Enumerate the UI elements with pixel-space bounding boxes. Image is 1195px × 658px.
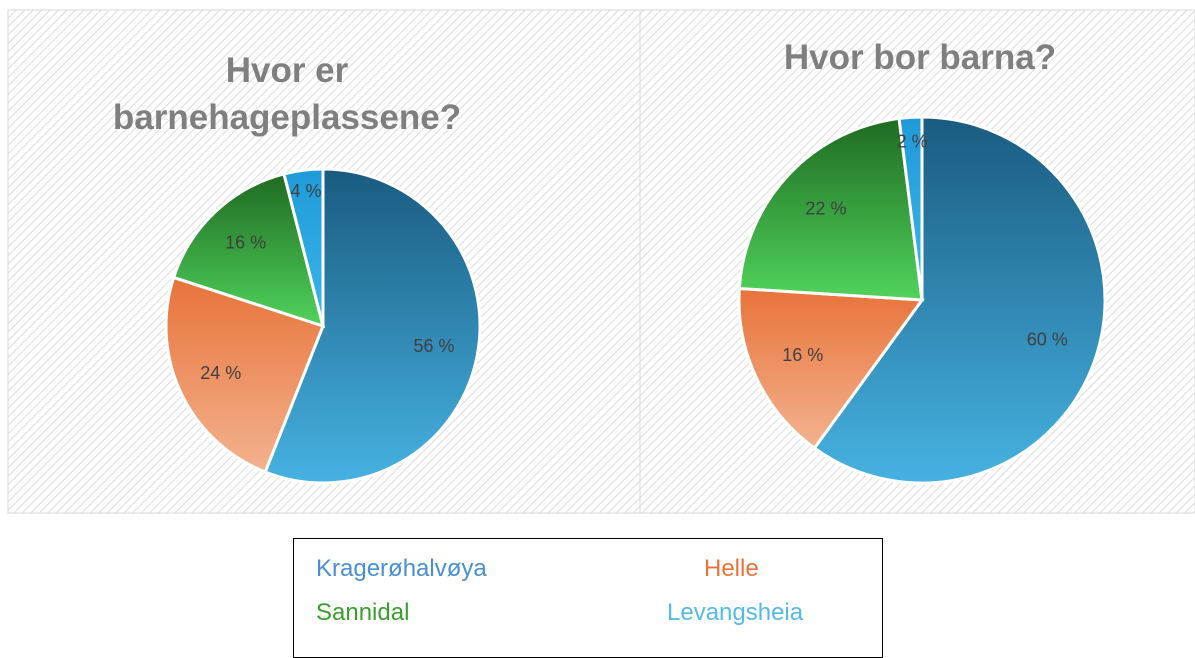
legend: Kragerøhalvøya Helle Sannidal Levangshei… [293, 538, 883, 658]
pie-slice [171, 172, 326, 329]
chart-title: Hvor er barnehageplassene? [112, 51, 462, 137]
pie-slice [164, 275, 325, 474]
pie-slice [737, 116, 924, 302]
chart-title: Hvor bor barna? [783, 38, 1057, 77]
legend-item: Helle [704, 555, 759, 582]
pie-slice [737, 286, 925, 451]
data-label: 56 % [414, 336, 455, 356]
data-label: 22 % [805, 199, 846, 219]
legend-item: Sannidal [316, 599, 410, 626]
legend-item: Kragerøhalvøya [316, 555, 487, 582]
data-label: 60 % [1027, 329, 1068, 349]
pie-slice [812, 115, 1107, 485]
data-label: 4 % [291, 181, 322, 201]
data-label: 16 % [782, 345, 823, 365]
data-label: 16 % [225, 232, 266, 252]
pie-slice [263, 167, 482, 485]
charts: 56 % 24 % 16 % 4 % 60 % 16 % 22 % 2 % [7, 9, 1195, 514]
pie-slice [282, 167, 325, 327]
legend-item: Levangsheia [667, 599, 804, 626]
data-label: 2 % [897, 132, 928, 152]
data-label: 24 % [200, 363, 241, 383]
pie-slice [897, 115, 924, 301]
